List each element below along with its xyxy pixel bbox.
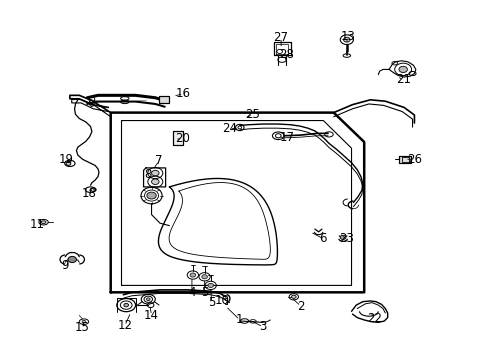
Text: 3: 3 xyxy=(259,320,266,333)
Circle shape xyxy=(343,37,349,42)
Bar xyxy=(159,96,169,103)
Circle shape xyxy=(146,192,156,199)
Circle shape xyxy=(207,283,213,288)
Text: 16: 16 xyxy=(176,87,191,100)
Circle shape xyxy=(68,256,76,262)
Text: 1: 1 xyxy=(236,314,243,327)
Text: 25: 25 xyxy=(245,108,260,121)
Ellipse shape xyxy=(123,303,128,307)
Text: 4: 4 xyxy=(188,286,195,299)
Text: 7: 7 xyxy=(155,154,163,167)
Text: 11: 11 xyxy=(29,218,44,231)
Text: 18: 18 xyxy=(81,186,96,200)
Text: 10: 10 xyxy=(214,294,229,307)
Text: 20: 20 xyxy=(175,132,189,145)
Text: 13: 13 xyxy=(340,30,354,43)
Ellipse shape xyxy=(291,295,296,298)
Text: 22: 22 xyxy=(367,312,382,325)
Text: 17: 17 xyxy=(279,131,294,144)
Text: 8: 8 xyxy=(144,168,152,181)
Text: 9: 9 xyxy=(61,259,69,272)
Text: 21: 21 xyxy=(395,73,410,86)
Ellipse shape xyxy=(82,320,86,323)
Text: 24: 24 xyxy=(222,122,237,135)
Text: 2: 2 xyxy=(297,300,304,312)
Circle shape xyxy=(202,275,207,279)
Circle shape xyxy=(398,66,407,72)
Text: 15: 15 xyxy=(75,321,90,334)
Text: 5: 5 xyxy=(207,296,215,309)
Text: 14: 14 xyxy=(144,309,159,322)
Bar xyxy=(173,131,182,145)
Text: 6: 6 xyxy=(319,232,326,245)
Ellipse shape xyxy=(41,221,46,224)
Text: 12: 12 xyxy=(117,319,132,332)
Bar xyxy=(173,131,182,145)
Circle shape xyxy=(151,179,159,184)
Text: 19: 19 xyxy=(59,153,74,166)
Bar xyxy=(399,156,410,163)
Circle shape xyxy=(190,273,195,277)
Text: 27: 27 xyxy=(273,31,288,44)
Text: 23: 23 xyxy=(339,232,353,245)
Ellipse shape xyxy=(66,161,71,166)
Bar xyxy=(159,96,169,103)
Ellipse shape xyxy=(146,298,150,301)
Text: 5: 5 xyxy=(201,286,208,299)
Circle shape xyxy=(151,170,159,176)
Text: 26: 26 xyxy=(406,153,421,166)
Bar xyxy=(401,157,408,162)
Text: 28: 28 xyxy=(279,48,294,62)
Circle shape xyxy=(340,235,345,239)
Bar xyxy=(399,156,410,163)
